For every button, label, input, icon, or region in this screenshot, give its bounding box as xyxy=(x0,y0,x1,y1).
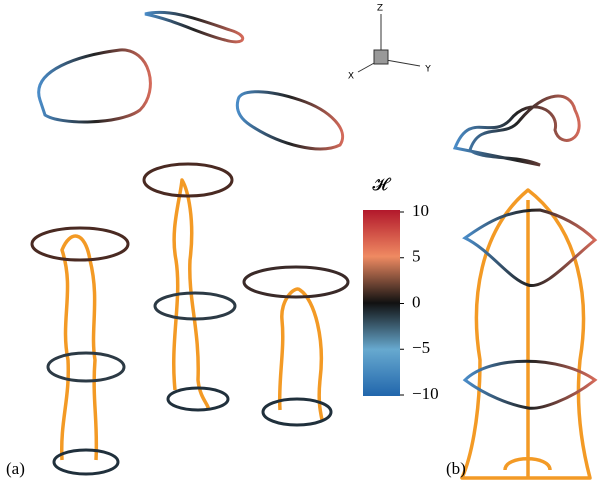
axes-triad: Z X Y xyxy=(348,4,431,82)
colorbar-tick-label: 0 xyxy=(412,292,421,311)
vortex-loops-top xyxy=(39,12,579,165)
panel-label: (b) xyxy=(446,459,466,478)
axis-x: X xyxy=(348,72,354,82)
colorbar: 𝓗 xyxy=(363,175,400,396)
colorbar-gradient xyxy=(363,210,400,396)
axis-z: Z xyxy=(377,4,383,14)
vortex-tubes-a xyxy=(32,164,348,474)
colorbar-tick-label: −10 xyxy=(412,384,439,403)
colorbar-title: 𝓗 xyxy=(372,175,391,194)
axis-y: Y xyxy=(424,65,431,75)
vortex-tubes-b xyxy=(462,190,595,478)
figure: Z X Y 𝓗 (a) (b) 10 5 0 −5 −10 xyxy=(0,0,598,498)
colorbar-tick-label: −5 xyxy=(412,338,430,357)
colorbar-tick-label: 5 xyxy=(412,247,421,266)
colorbar-tick-label: 10 xyxy=(412,201,429,220)
panel-label: (a) xyxy=(6,459,25,478)
